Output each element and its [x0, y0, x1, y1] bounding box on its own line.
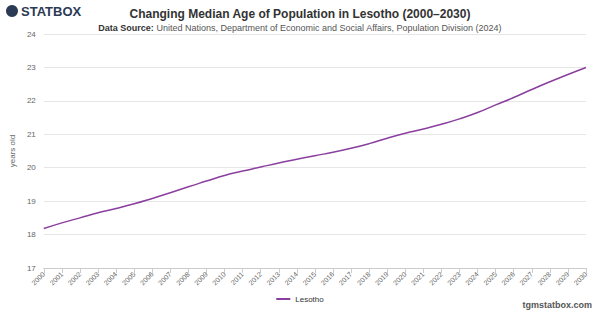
svg-text:2022: 2022 [428, 270, 444, 286]
svg-text:19: 19 [27, 197, 36, 206]
svg-text:2030: 2030 [573, 270, 589, 286]
svg-text:2029: 2029 [554, 270, 570, 286]
svg-text:2007: 2007 [157, 270, 173, 286]
svg-text:2019: 2019 [374, 270, 390, 286]
svg-text:2021: 2021 [410, 270, 426, 286]
svg-text:2000: 2000 [30, 270, 46, 286]
svg-text:2023: 2023 [446, 270, 462, 286]
svg-text:24: 24 [27, 30, 36, 39]
svg-text:2015: 2015 [301, 270, 317, 286]
svg-text:Lesotho: Lesotho [295, 295, 324, 304]
svg-text:Data Source:: Data Source: [98, 23, 154, 33]
svg-text:2012: 2012 [247, 270, 263, 286]
svg-text:2003: 2003 [85, 270, 101, 286]
svg-text:2011: 2011 [230, 270, 246, 286]
svg-text:tgmstatbox.com: tgmstatbox.com [522, 300, 592, 310]
svg-text:2027: 2027 [518, 270, 534, 286]
svg-text:20: 20 [27, 163, 36, 172]
svg-text:2024: 2024 [464, 270, 480, 286]
svg-text:STATBOX: STATBOX [21, 4, 82, 19]
svg-text:22: 22 [27, 96, 36, 105]
svg-text:United Nations, Department of: United Nations, Department of Economic a… [154, 23, 502, 33]
svg-text:2020: 2020 [392, 270, 408, 286]
svg-text:2016: 2016 [320, 270, 336, 286]
svg-text:2010: 2010 [211, 270, 227, 286]
svg-text:2017: 2017 [338, 270, 354, 286]
svg-text:2008: 2008 [175, 270, 191, 286]
svg-text:17: 17 [27, 264, 36, 273]
svg-text:2025: 2025 [482, 270, 498, 286]
svg-text:years old: years old [8, 135, 17, 167]
svg-text:2018: 2018 [356, 270, 372, 286]
svg-text:2006: 2006 [139, 270, 155, 286]
svg-text:2013: 2013 [265, 270, 281, 286]
svg-text:21: 21 [27, 130, 36, 139]
svg-text:18: 18 [27, 230, 36, 239]
svg-text:2002: 2002 [66, 270, 82, 286]
svg-text:2026: 2026 [500, 270, 516, 286]
svg-text:23: 23 [27, 63, 36, 72]
svg-text:2014: 2014 [283, 270, 299, 286]
svg-text:2004: 2004 [103, 270, 119, 286]
svg-text:2001: 2001 [48, 270, 64, 286]
svg-text:Changing Median Age of Populat: Changing Median Age of Population in Les… [130, 7, 471, 21]
svg-text:2005: 2005 [121, 270, 137, 286]
svg-text:2028: 2028 [536, 270, 552, 286]
svg-text:2009: 2009 [193, 270, 209, 286]
